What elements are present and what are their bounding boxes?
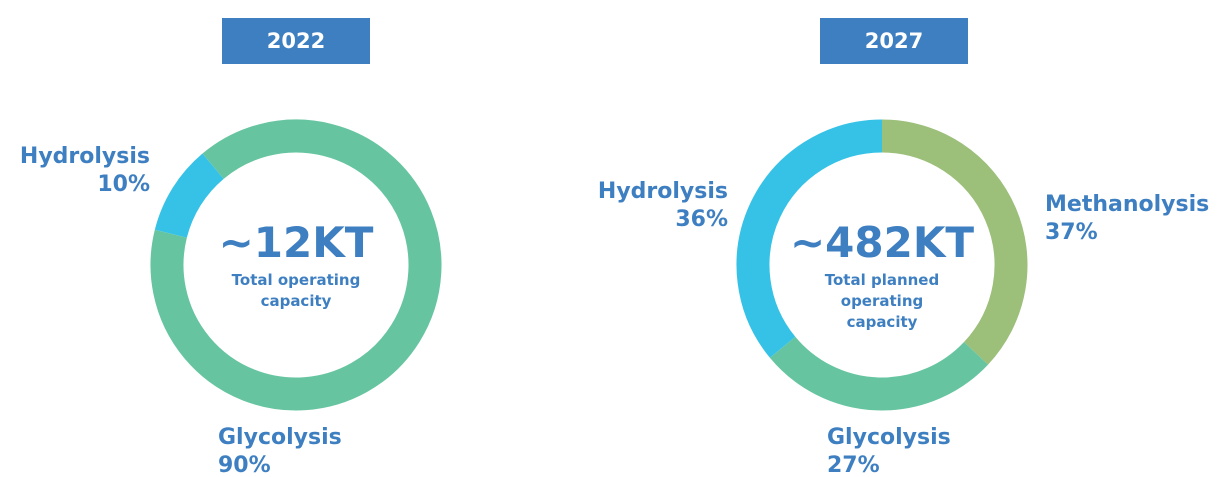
segment-label: Glycolysis 27% [827, 424, 951, 477]
category-label: Glycolysis [827, 425, 951, 450]
category-label: Methanolysis [1045, 192, 1210, 217]
segment-label: Hydrolysis 36% [598, 178, 728, 234]
center-label: Total planned operating capacity [824, 271, 940, 331]
value-label: 10% [97, 172, 150, 197]
year-title: 2022 [222, 18, 370, 64]
value-label: 36% [675, 207, 728, 232]
center-value: ~482KT [789, 218, 975, 267]
donut-segment [881, 119, 1028, 365]
category-label: Hydrolysis [19, 144, 150, 169]
category-label: Glycolysis [218, 425, 342, 450]
donut-segment [736, 119, 883, 358]
donut-segment [769, 336, 989, 411]
donut-segment [154, 153, 225, 239]
segment-label: Methanolysis 37% [1045, 191, 1209, 247]
segment-label: Glycolysis 90% [218, 424, 342, 477]
segment-label: Hydrolysis 10% [20, 143, 150, 199]
donut-segment [150, 119, 442, 411]
value-label: 27% [827, 453, 880, 477]
value-label: 90% [218, 453, 271, 477]
category-label: Hydrolysis [597, 179, 728, 204]
center-label: Total operating capacity [231, 271, 361, 310]
center-value: ~12KT [218, 218, 374, 267]
value-label: 37% [1045, 220, 1098, 245]
year-title: 2027 [820, 18, 968, 64]
